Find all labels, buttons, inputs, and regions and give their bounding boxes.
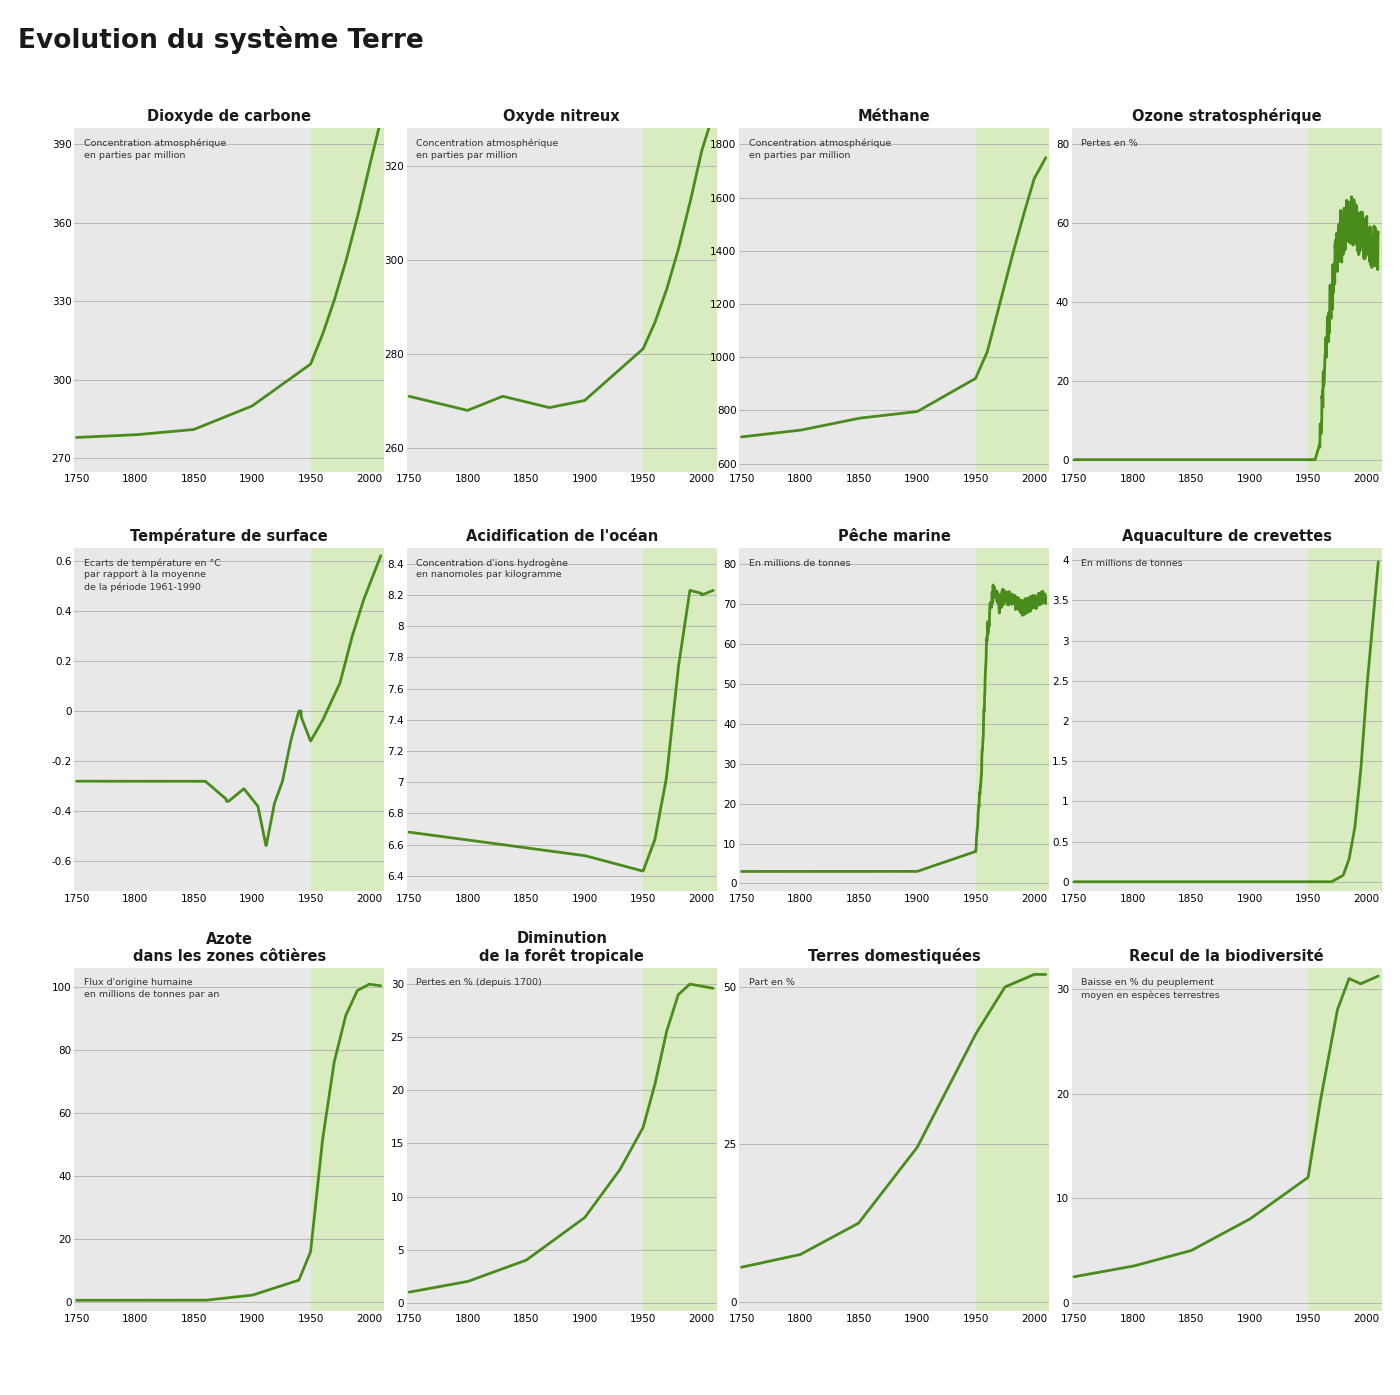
Title: Ozone stratosphérique: Ozone stratosphérique xyxy=(1133,109,1322,124)
Text: Pertes en % (depuis 1700): Pertes en % (depuis 1700) xyxy=(416,978,542,988)
Text: Baisse en % du peuplement
moyen en espèces terrestres: Baisse en % du peuplement moyen en espèc… xyxy=(1081,978,1219,1000)
Title: Diminution
de la forêt tropicale: Diminution de la forêt tropicale xyxy=(479,930,644,964)
Text: En millions de tonnes: En millions de tonnes xyxy=(1081,558,1183,568)
Bar xyxy=(1308,548,1385,891)
Text: Part en %: Part en % xyxy=(749,978,794,988)
Title: Azote
dans les zones côtières: Azote dans les zones côtières xyxy=(133,932,326,964)
Title: Oxyde nitreux: Oxyde nitreux xyxy=(504,109,620,124)
Text: Evolution du système Terre: Evolution du système Terre xyxy=(18,27,424,54)
Title: Recul de la biodiversité: Recul de la biodiversité xyxy=(1130,949,1324,964)
Bar xyxy=(311,548,386,891)
Text: Concentration atmosphérique
en parties par million: Concentration atmosphérique en parties p… xyxy=(416,138,559,159)
Bar xyxy=(311,968,386,1311)
Title: Dioxyde de carbone: Dioxyde de carbone xyxy=(147,109,311,124)
Bar xyxy=(643,128,720,472)
Bar xyxy=(976,968,1051,1311)
Text: Pertes en %: Pertes en % xyxy=(1081,138,1138,148)
Bar xyxy=(643,548,720,891)
Title: Pêche marine: Pêche marine xyxy=(837,529,951,544)
Bar xyxy=(311,128,386,472)
Title: Méthane: Méthane xyxy=(858,109,931,124)
Text: Flux d'origine humaine
en millions de tonnes par an: Flux d'origine humaine en millions de to… xyxy=(84,978,218,999)
Title: Acidification de l'océan: Acidification de l'océan xyxy=(466,529,658,544)
Title: Terres domestiquées: Terres domestiquées xyxy=(808,949,980,964)
Text: Concentration atmosphérique
en parties par million: Concentration atmosphérique en parties p… xyxy=(749,138,890,159)
Text: Concentration d'ions hydrogène
en nanomoles par kilogramme: Concentration d'ions hydrogène en nanomo… xyxy=(416,558,568,579)
Bar xyxy=(976,548,1051,891)
Title: Aquaculture de crevettes: Aquaculture de crevettes xyxy=(1121,529,1331,544)
Bar xyxy=(976,128,1051,472)
Title: Température de surface: Température de surface xyxy=(130,529,328,544)
Text: En millions de tonnes: En millions de tonnes xyxy=(749,558,850,568)
Text: Ecarts de température en °C
par rapport à la moyenne
de la période 1961-1990: Ecarts de température en °C par rapport … xyxy=(84,558,220,591)
Bar xyxy=(1308,968,1385,1311)
Bar xyxy=(643,968,720,1311)
Bar xyxy=(1308,128,1385,472)
Text: Concentration atmosphérique
en parties par million: Concentration atmosphérique en parties p… xyxy=(84,138,225,159)
